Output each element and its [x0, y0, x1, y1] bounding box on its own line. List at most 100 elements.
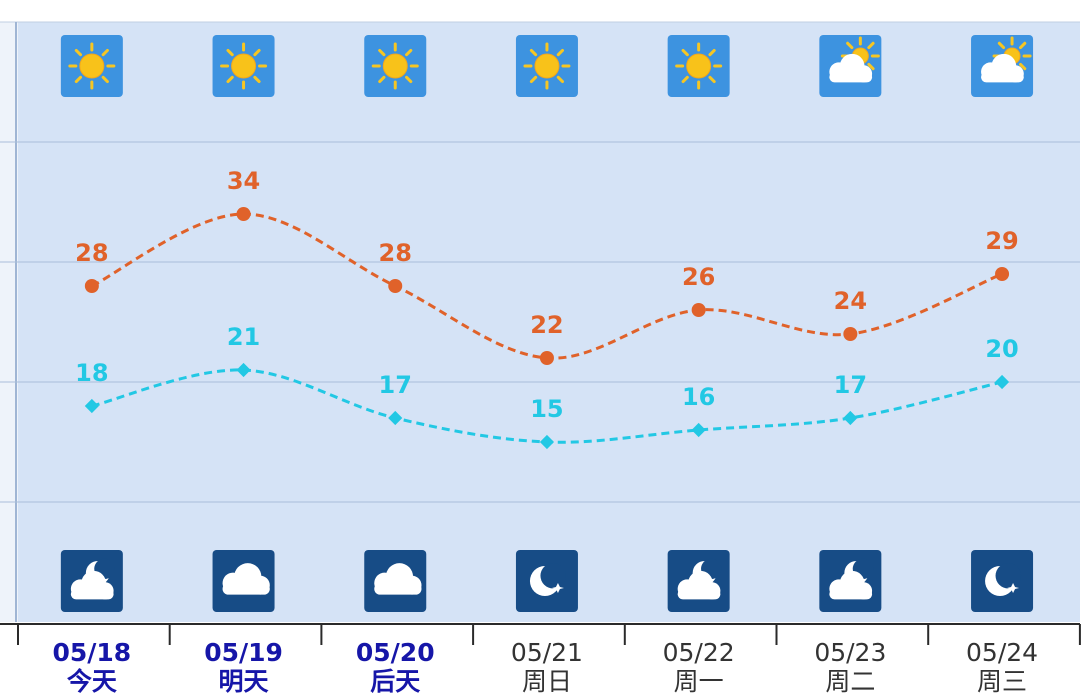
point: [691, 303, 706, 317]
data-label: 29: [985, 227, 1018, 255]
cloud-part: [374, 583, 422, 595]
cloud: [829, 53, 873, 83]
weather-icon: [364, 35, 427, 97]
sun-ray: [1019, 41, 1027, 50]
point: [84, 279, 99, 293]
sun-ray: [378, 48, 386, 57]
sun-ray: [846, 41, 854, 50]
sun-ray: [708, 75, 716, 84]
data-label: 26: [682, 263, 715, 291]
star: [551, 583, 564, 593]
cloud: [222, 563, 270, 595]
weather-icon: [212, 35, 275, 97]
data-label: 28: [75, 239, 108, 267]
weather-icon: [819, 550, 882, 612]
sun-ray: [529, 75, 538, 84]
weather-icon: [60, 35, 123, 97]
data-label: 15: [530, 395, 563, 423]
point: [236, 207, 251, 221]
point: [388, 279, 403, 293]
sun: [382, 53, 408, 79]
data-label: 21: [227, 323, 260, 351]
sun-ray: [405, 48, 413, 57]
weather-icon: [515, 35, 578, 97]
weather-icon: [667, 550, 730, 612]
weather-icon: [971, 550, 1034, 612]
point: [843, 327, 858, 341]
x-tick-label: 05/20: [356, 638, 435, 667]
x-tick-label: 05/23: [814, 638, 886, 667]
sun-ray: [681, 48, 689, 57]
weekday-label: 周日: [522, 667, 572, 696]
sun-ray: [1019, 62, 1027, 71]
point: [843, 410, 858, 426]
sun: [686, 53, 712, 79]
weekday-label: 周三: [977, 667, 1027, 696]
data-label: 28: [379, 239, 412, 267]
weekday-label: 后天: [370, 667, 420, 696]
plot-area: [18, 22, 1080, 622]
moon-cut: [540, 563, 566, 589]
point: [84, 398, 99, 414]
sun-ray: [226, 75, 234, 84]
moon-cut: [995, 563, 1022, 589]
data-label: 24: [834, 287, 867, 315]
sun: [534, 53, 560, 79]
weather-icon: [819, 35, 882, 97]
star: [1007, 583, 1020, 593]
sun-ray: [101, 48, 109, 57]
sun-ray: [226, 48, 234, 57]
data-label: 18: [75, 359, 108, 387]
cloud: [981, 53, 1024, 83]
sun-ray: [74, 48, 83, 57]
sun-ray: [378, 75, 386, 84]
weekday-label: 明天: [219, 667, 269, 696]
data-label: 17: [379, 371, 412, 399]
sun-ray: [405, 75, 413, 84]
data-label: 22: [530, 311, 563, 339]
cloud: [70, 570, 114, 600]
sun-ray: [556, 75, 565, 84]
cloud-part: [829, 588, 873, 600]
cloud: [829, 570, 873, 600]
point: [539, 351, 554, 365]
weekday-label: 周一: [674, 667, 724, 696]
weekday-label: 今天: [67, 667, 117, 696]
data-label: 34: [227, 167, 260, 195]
x-tick-label: 05/19: [204, 638, 283, 667]
left-strip: [0, 22, 18, 622]
x-tick-label: 05/18: [52, 638, 131, 667]
point: [388, 410, 403, 426]
sun-ray: [529, 48, 538, 57]
point: [691, 422, 706, 438]
sun-ray: [708, 48, 716, 57]
point: [236, 362, 251, 378]
cloud-part: [981, 71, 1024, 83]
cloud-part: [222, 583, 270, 595]
weather-icon: [212, 550, 275, 612]
sun-ray: [681, 75, 689, 84]
weather-icon: [971, 35, 1034, 97]
cloud-part: [677, 588, 721, 600]
sun: [231, 53, 257, 79]
point: [995, 267, 1010, 281]
point: [994, 374, 1010, 390]
weekday-label: 周二: [825, 667, 875, 696]
sun-ray: [556, 48, 565, 57]
cloud: [677, 570, 721, 600]
weather-icon: [515, 550, 578, 612]
x-tick-label: 05/21: [511, 638, 583, 667]
data-label: 17: [834, 371, 867, 399]
data-label: 20: [985, 335, 1018, 363]
weather-icon: [364, 550, 427, 612]
sun-ray: [253, 75, 261, 84]
sun-ray: [997, 41, 1006, 50]
sun-ray: [867, 62, 875, 71]
x-tick-label: 05/24: [966, 638, 1038, 667]
sun-ray: [101, 75, 109, 84]
sun-ray: [253, 48, 261, 57]
cloud-part: [829, 71, 873, 83]
cloud: [374, 563, 422, 595]
x-tick-label: 05/22: [663, 638, 735, 667]
